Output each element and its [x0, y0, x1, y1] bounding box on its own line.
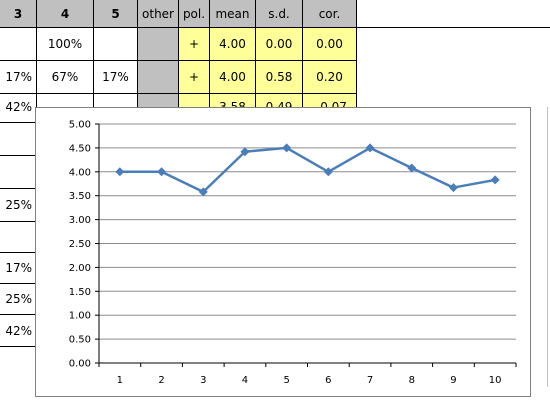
col-header-pol[interactable]: pol.: [179, 0, 210, 28]
cell-r1-sd[interactable]: 0.00: [256, 28, 303, 61]
cell-r1-c4[interactable]: 100%: [37, 28, 94, 61]
col-header-mean[interactable]: mean: [210, 0, 256, 28]
data-point-marker: [365, 143, 375, 153]
y-tick-label: 0.50: [69, 335, 91, 346]
data-point-marker: [157, 167, 167, 177]
cell-r1-cor[interactable]: 0.00: [303, 28, 357, 61]
cell-r1-pol[interactable]: +: [179, 28, 210, 61]
y-tick-label: 3.00: [69, 215, 91, 226]
cell-r2-sd[interactable]: 0.58: [256, 61, 303, 94]
col-header-other[interactable]: other: [138, 0, 179, 28]
x-tick-label: 4: [242, 375, 248, 386]
x-tick-label: 9: [450, 375, 456, 386]
x-tick-label: 2: [158, 375, 164, 386]
cell-r2-mean[interactable]: 4.00: [210, 61, 256, 94]
data-point-marker: [448, 183, 458, 193]
cell-r2-c4[interactable]: 67%: [37, 61, 94, 94]
cell-r2-c3[interactable]: 17%: [0, 61, 37, 94]
y-tick-label: 3.50: [69, 191, 91, 202]
col-header-sd[interactable]: s.d.: [256, 0, 303, 28]
col-header-3[interactable]: 3: [0, 0, 37, 28]
data-point-marker: [490, 175, 500, 185]
cell-r1-c5[interactable]: [94, 28, 138, 61]
y-tick-label: 1.00: [69, 311, 91, 322]
col-header-5[interactable]: 5: [94, 0, 138, 28]
data-point-marker: [407, 163, 417, 173]
chart-canvas: 0.00 0.50 1.00 1.50 2.00 2.50 3.00 3.50 4.00 4.50…: [69, 120, 517, 386]
y-tick-label: 4.50: [69, 143, 91, 154]
y-tick-label: 2.00: [69, 263, 91, 274]
y-tick-label: 2.50: [69, 239, 91, 250]
cell-r3-c3[interactable]: 42%: [0, 94, 37, 123]
x-tick-label: 5: [283, 375, 289, 386]
data-point-marker: [240, 147, 250, 157]
y-tick-label: 5.00: [69, 120, 91, 131]
header-underline: [357, 27, 550, 28]
data-point-marker: [282, 143, 292, 153]
series-line: [119, 146, 496, 194]
x-tick-label: 6: [325, 375, 331, 386]
cell-r5-c3[interactable]: [0, 156, 37, 189]
y-tick-label: 0.00: [69, 359, 91, 370]
cell-r2-cor[interactable]: 0.20: [303, 61, 357, 94]
line-chart[interactable]: 0.00 0.50 1.00 1.50 2.00 2.50 3.00 3.50 4.00 4.50…: [35, 107, 531, 397]
cell-r10-c3[interactable]: 42%: [0, 315, 37, 347]
gridline-right: [547, 107, 548, 387]
x-tick-label: 7: [367, 375, 373, 386]
x-tick-label: 1: [117, 375, 123, 386]
y-tick-label: 4.00: [69, 167, 91, 178]
cell-r8-c3[interactable]: 17%: [0, 253, 37, 284]
cell-r6-c3[interactable]: 25%: [0, 189, 37, 222]
data-point-marker: [115, 167, 125, 177]
cell-r2-c5[interactable]: 17%: [94, 61, 138, 94]
col-header-cor[interactable]: cor.: [303, 0, 357, 28]
data-point-marker: [198, 187, 208, 197]
cell-r7-c3[interactable]: [0, 222, 37, 253]
y-tick-label: 1.50: [69, 287, 91, 298]
cell-r9-c3[interactable]: 25%: [0, 284, 37, 315]
cell-r2-pol[interactable]: +: [179, 61, 210, 94]
cell-r1-mean[interactable]: 4.00: [210, 28, 256, 61]
cell-r2-other[interactable]: [138, 61, 179, 94]
x-tick-label: 8: [409, 375, 415, 386]
cell-r1-c3[interactable]: [0, 28, 37, 61]
col-header-4[interactable]: 4: [37, 0, 94, 28]
data-point-marker: [323, 167, 333, 177]
x-tick-label: 10: [489, 375, 502, 386]
cell-r1-other[interactable]: [138, 28, 179, 61]
cell-r4-c3[interactable]: [0, 123, 37, 156]
x-tick-label: 3: [200, 375, 206, 386]
